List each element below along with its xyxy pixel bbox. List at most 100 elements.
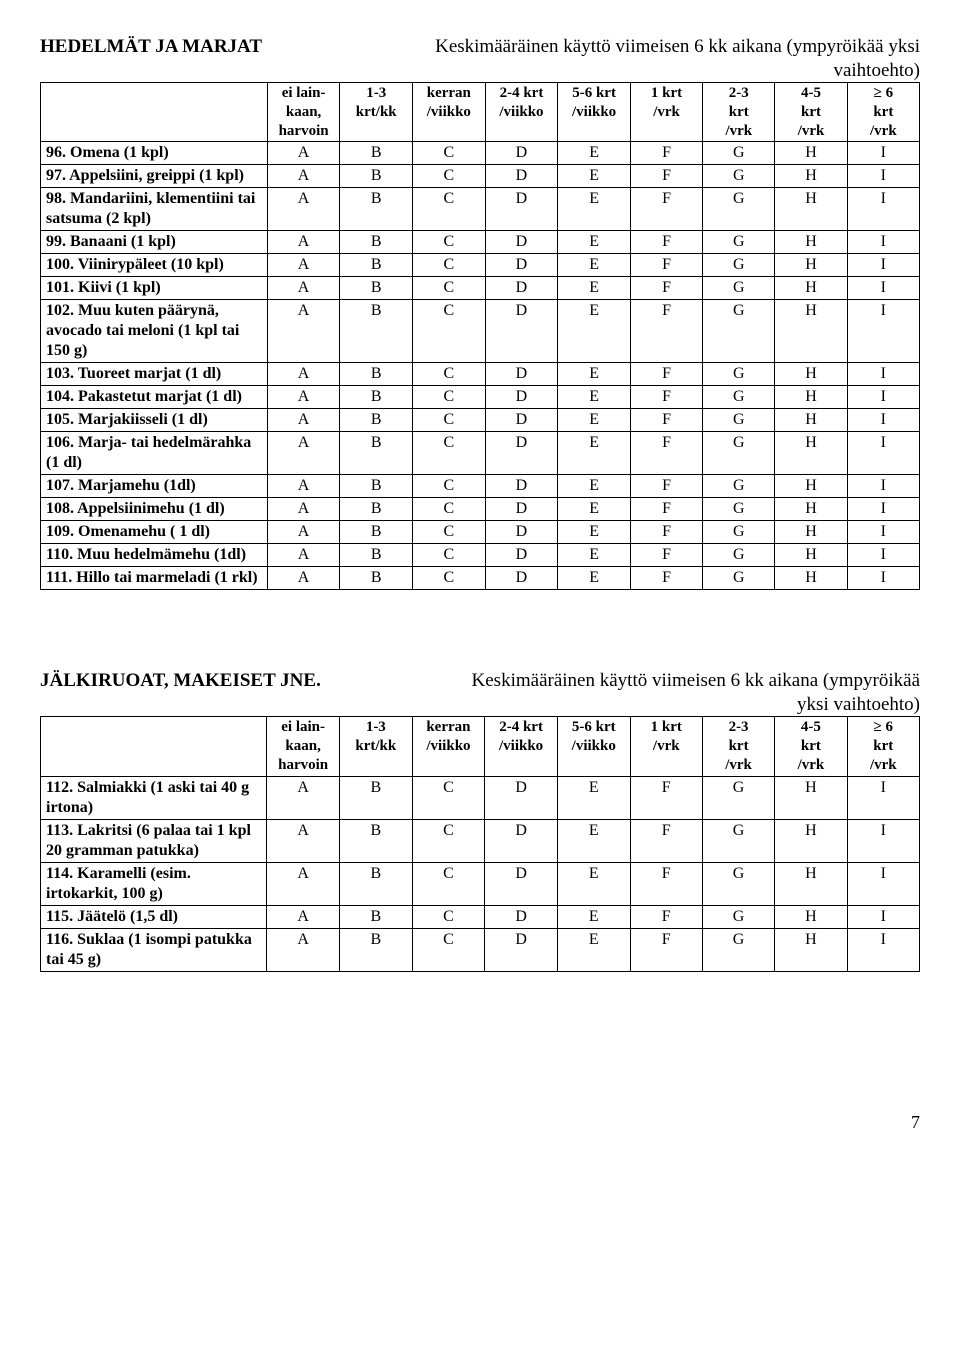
option-cell[interactable]: C	[413, 165, 486, 188]
option-cell[interactable]: F	[630, 776, 702, 819]
option-cell[interactable]: D	[485, 277, 558, 300]
option-cell[interactable]: F	[630, 231, 702, 254]
option-cell[interactable]: H	[775, 432, 847, 475]
option-cell[interactable]: D	[485, 254, 558, 277]
option-cell[interactable]: D	[485, 409, 558, 432]
option-cell[interactable]: D	[485, 819, 558, 862]
option-cell[interactable]: F	[630, 165, 702, 188]
option-cell[interactable]: I	[847, 277, 919, 300]
option-cell[interactable]: E	[557, 928, 630, 971]
option-cell[interactable]: E	[558, 521, 631, 544]
option-cell[interactable]: F	[630, 277, 702, 300]
option-cell[interactable]: A	[267, 142, 340, 165]
option-cell[interactable]: C	[413, 254, 486, 277]
option-cell[interactable]: D	[485, 142, 558, 165]
option-cell[interactable]: A	[267, 544, 340, 567]
option-cell[interactable]: I	[847, 544, 919, 567]
option-cell[interactable]: H	[775, 819, 847, 862]
option-cell[interactable]: D	[485, 544, 558, 567]
option-cell[interactable]: E	[557, 905, 630, 928]
option-cell[interactable]: C	[412, 819, 485, 862]
option-cell[interactable]: I	[847, 819, 919, 862]
option-cell[interactable]: D	[485, 386, 558, 409]
option-cell[interactable]: D	[485, 165, 558, 188]
option-cell[interactable]: F	[630, 928, 702, 971]
option-cell[interactable]: G	[703, 498, 775, 521]
option-cell[interactable]: C	[413, 188, 486, 231]
option-cell[interactable]: A	[267, 776, 340, 819]
option-cell[interactable]: G	[703, 363, 775, 386]
option-cell[interactable]: E	[558, 409, 631, 432]
option-cell[interactable]: E	[558, 567, 631, 590]
option-cell[interactable]: F	[630, 300, 702, 363]
option-cell[interactable]: A	[267, 386, 340, 409]
option-cell[interactable]: D	[485, 521, 558, 544]
option-cell[interactable]: F	[630, 432, 702, 475]
option-cell[interactable]: H	[775, 142, 847, 165]
option-cell[interactable]: G	[703, 254, 775, 277]
option-cell[interactable]: F	[630, 544, 702, 567]
option-cell[interactable]: B	[340, 300, 413, 363]
option-cell[interactable]: I	[847, 862, 919, 905]
option-cell[interactable]: G	[703, 188, 775, 231]
option-cell[interactable]: E	[558, 432, 631, 475]
option-cell[interactable]: I	[847, 776, 919, 819]
option-cell[interactable]: E	[558, 300, 631, 363]
option-cell[interactable]: G	[702, 862, 774, 905]
option-cell[interactable]: C	[412, 862, 485, 905]
option-cell[interactable]: G	[702, 819, 774, 862]
option-cell[interactable]: A	[267, 475, 340, 498]
option-cell[interactable]: G	[703, 544, 775, 567]
option-cell[interactable]: I	[847, 363, 919, 386]
option-cell[interactable]: A	[267, 409, 340, 432]
option-cell[interactable]: A	[267, 165, 340, 188]
option-cell[interactable]: D	[485, 862, 558, 905]
option-cell[interactable]: B	[340, 409, 413, 432]
option-cell[interactable]: A	[267, 819, 340, 862]
option-cell[interactable]: D	[485, 231, 558, 254]
option-cell[interactable]: G	[703, 432, 775, 475]
option-cell[interactable]: H	[775, 475, 847, 498]
option-cell[interactable]: D	[485, 475, 558, 498]
option-cell[interactable]: A	[267, 521, 340, 544]
option-cell[interactable]: E	[557, 776, 630, 819]
option-cell[interactable]: E	[558, 188, 631, 231]
option-cell[interactable]: A	[267, 567, 340, 590]
option-cell[interactable]: E	[557, 819, 630, 862]
option-cell[interactable]: B	[340, 819, 413, 862]
option-cell[interactable]: E	[558, 231, 631, 254]
option-cell[interactable]: G	[703, 277, 775, 300]
option-cell[interactable]: G	[703, 231, 775, 254]
option-cell[interactable]: I	[847, 188, 919, 231]
option-cell[interactable]: F	[630, 567, 702, 590]
option-cell[interactable]: B	[340, 363, 413, 386]
option-cell[interactable]: D	[485, 905, 558, 928]
option-cell[interactable]: G	[703, 567, 775, 590]
option-cell[interactable]: B	[340, 254, 413, 277]
option-cell[interactable]: H	[775, 300, 847, 363]
option-cell[interactable]: F	[630, 905, 702, 928]
option-cell[interactable]: E	[558, 165, 631, 188]
option-cell[interactable]: H	[775, 363, 847, 386]
option-cell[interactable]: G	[702, 928, 774, 971]
option-cell[interactable]: D	[485, 567, 558, 590]
option-cell[interactable]: B	[340, 165, 413, 188]
option-cell[interactable]: D	[485, 928, 558, 971]
option-cell[interactable]: C	[413, 432, 486, 475]
option-cell[interactable]: E	[558, 254, 631, 277]
option-cell[interactable]: C	[413, 544, 486, 567]
option-cell[interactable]: B	[340, 432, 413, 475]
option-cell[interactable]: B	[340, 544, 413, 567]
option-cell[interactable]: C	[413, 475, 486, 498]
option-cell[interactable]: H	[775, 928, 847, 971]
option-cell[interactable]: G	[703, 521, 775, 544]
option-cell[interactable]: B	[340, 231, 413, 254]
option-cell[interactable]: C	[413, 521, 486, 544]
option-cell[interactable]: F	[630, 521, 702, 544]
option-cell[interactable]: G	[703, 409, 775, 432]
option-cell[interactable]: H	[775, 544, 847, 567]
option-cell[interactable]: H	[775, 776, 847, 819]
option-cell[interactable]: B	[340, 386, 413, 409]
option-cell[interactable]: G	[703, 165, 775, 188]
option-cell[interactable]: G	[702, 905, 774, 928]
